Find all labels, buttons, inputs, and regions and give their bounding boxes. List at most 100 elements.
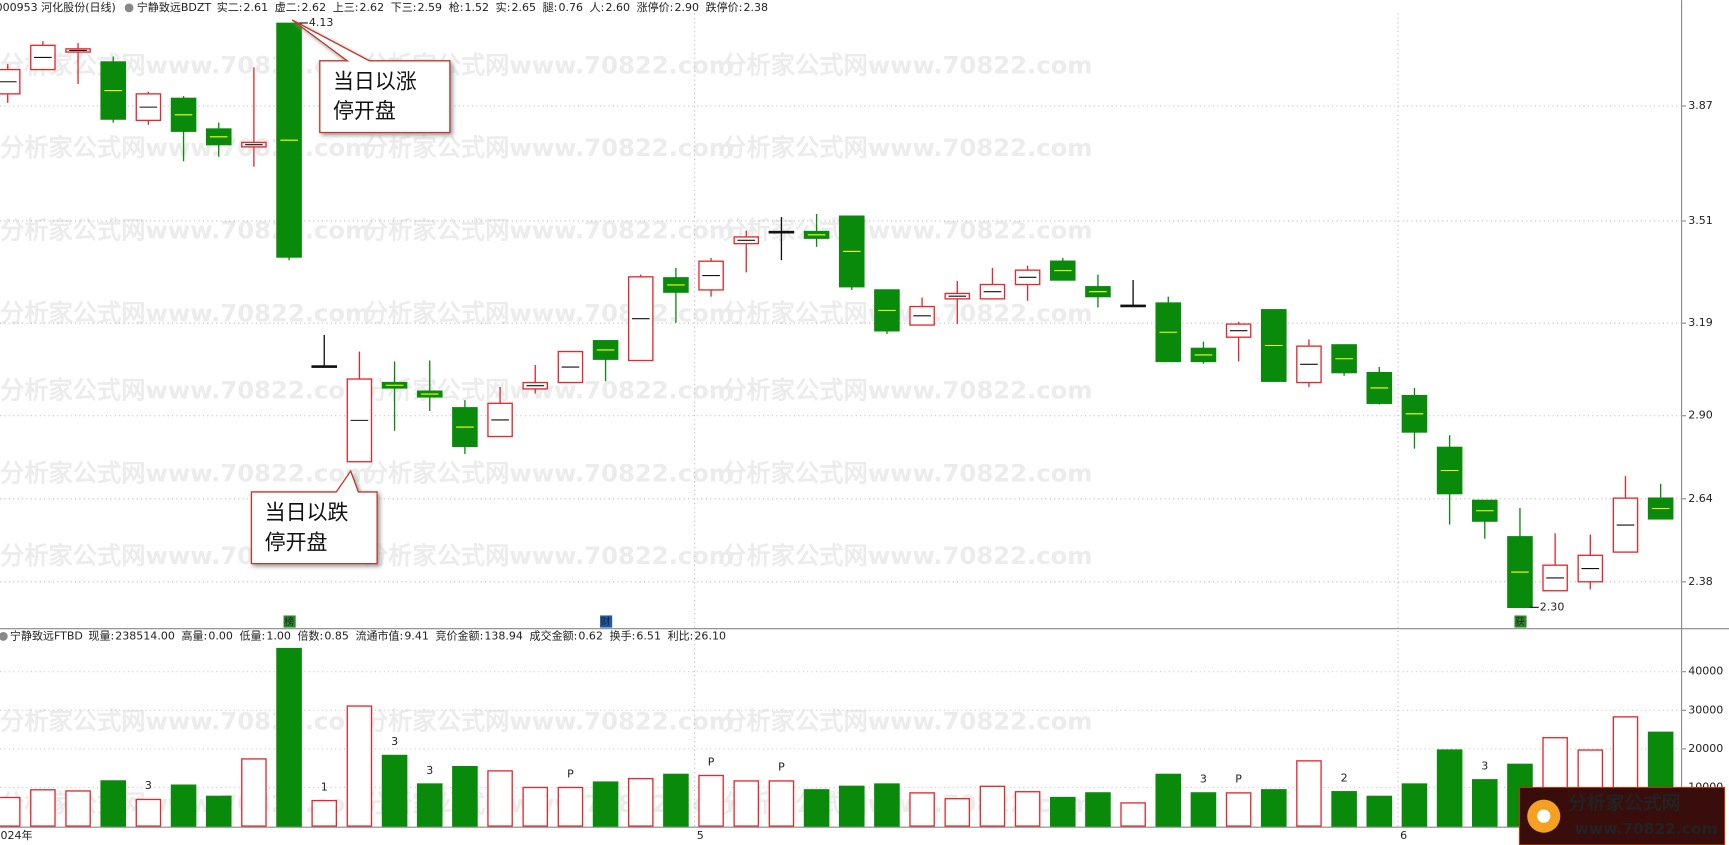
field-value: 138.94 xyxy=(484,629,523,642)
volume-bar xyxy=(803,789,830,827)
y-tick-label: 3.51 xyxy=(1688,214,1713,227)
volume-bar xyxy=(205,795,232,827)
volume-bar xyxy=(909,792,935,827)
y-tick-label: 30000 xyxy=(1688,703,1723,716)
logo-url: www.70822.com xyxy=(1575,820,1718,838)
price-label: 2.30 xyxy=(1540,600,1565,613)
y-tick-label: 2.64 xyxy=(1688,492,1713,505)
field-label: 人: xyxy=(590,1,605,14)
watermark: 分析家公式网www.70822.com xyxy=(0,458,370,487)
field-label: 跌停价: xyxy=(706,0,743,14)
volume-bar xyxy=(944,798,971,827)
field-value: 2.90 xyxy=(675,1,700,14)
volume-bar xyxy=(276,647,302,827)
indicator-name: 宁静致远BDZT xyxy=(137,0,212,14)
field-label: 低量: xyxy=(239,629,265,642)
volume-bar xyxy=(979,785,1006,827)
x-tick-label: 2024年 xyxy=(0,828,33,842)
event-label: 获 xyxy=(1515,616,1525,628)
volume-bar xyxy=(627,777,654,827)
volume-mark: 3 xyxy=(145,779,152,792)
callout xyxy=(291,19,451,134)
candle-body xyxy=(311,365,338,368)
field-value: 9.41 xyxy=(404,629,429,642)
watermark: 分析家公式网www.70822.com xyxy=(364,298,734,327)
watermark: 分析家公式网www.70822.com xyxy=(722,706,1092,735)
field-value: 0.85 xyxy=(324,629,349,642)
volume-mark: P xyxy=(778,761,785,774)
field-label: 涨停价: xyxy=(637,0,674,14)
annotation: 当日以涨 xyxy=(333,69,417,93)
field-label: 现量: xyxy=(88,629,114,642)
watermark: 分析家公式网www.70822.com xyxy=(722,216,1092,245)
field-label: 枪: xyxy=(449,0,464,14)
volume-mark: P xyxy=(1235,773,1242,786)
field-value: 2.61 xyxy=(244,1,269,14)
volume-bar xyxy=(592,781,619,827)
volume-mark: 3 xyxy=(1481,760,1488,773)
field-value: 2.62 xyxy=(302,1,327,14)
field-label: 成交金额: xyxy=(530,628,578,642)
watermark: 分析家公式网www.70822.com xyxy=(364,216,734,245)
field-value: 2.59 xyxy=(418,1,443,14)
watermark: 分析家公式网www.70822.com xyxy=(364,133,734,162)
volume-bar xyxy=(381,754,408,827)
volume-bar xyxy=(30,789,56,827)
y-tick-label: 3.19 xyxy=(1688,316,1713,329)
volume-bar xyxy=(1049,796,1076,827)
volume-bar xyxy=(487,770,513,827)
watermark: 分析家公式网www.70822.com xyxy=(0,50,370,79)
volume-bar xyxy=(1260,789,1287,827)
watermark: 分析家公式网www.70822.com xyxy=(0,133,370,162)
volume-bar xyxy=(768,780,795,827)
volume-bar xyxy=(874,783,900,827)
field-label: 实二: xyxy=(217,0,243,14)
volume-bar xyxy=(838,785,865,827)
volume-mark: 1 xyxy=(321,780,328,793)
watermark: 分析家公式网www.70822.com xyxy=(722,376,1092,405)
field-label: 实: xyxy=(496,0,511,14)
annotation: 当日以跌 xyxy=(265,501,349,525)
watermark: 分析家公式网www.70822.com xyxy=(722,458,1092,487)
watermark: 分析家公式网www.70822.com xyxy=(364,706,734,735)
y-tick-label: 3.87 xyxy=(1688,99,1713,112)
volume-mark: 3 xyxy=(391,735,398,748)
volume-bar xyxy=(1401,783,1428,827)
field-value: 238514.00 xyxy=(115,629,175,642)
watermark: 分析家公式网www.70822.com xyxy=(722,50,1092,79)
volume-bar xyxy=(1085,792,1111,827)
x-tick-label: 6 xyxy=(1400,829,1407,842)
candle-body xyxy=(768,230,795,234)
volume-bar xyxy=(311,799,338,827)
volume-bar xyxy=(135,798,162,827)
field-value: 2.62 xyxy=(360,1,385,14)
volume-bar xyxy=(663,773,689,827)
y-tick-label: 20000 xyxy=(1688,742,1723,755)
volume-bar xyxy=(733,780,760,827)
volume-bar xyxy=(1472,779,1498,827)
x-tick-label: 5 xyxy=(697,829,704,842)
watermark: 分析家公式网www.70822.com xyxy=(364,458,734,487)
watermark: 分析家公式网www.70822.com xyxy=(0,706,370,735)
annotation: 停开盘 xyxy=(333,99,396,123)
watermark: 分析家公式网www.70822.com xyxy=(0,298,370,327)
field-label: 流通市值: xyxy=(355,628,403,642)
volume-bar xyxy=(1155,773,1182,827)
price-label: 4.13 xyxy=(309,16,334,29)
volume-mark: P xyxy=(567,767,574,780)
field-value: 0.00 xyxy=(208,629,233,642)
candle-body xyxy=(1120,304,1146,308)
panel-title: 宁静致远FTBD xyxy=(10,628,83,642)
watermarks: 分析家公式网www.70822.com分析家公式网www.70822.com分析… xyxy=(0,50,1093,818)
watermark: 分析家公式网www.70822.com xyxy=(722,541,1092,570)
indicator-icon xyxy=(124,3,134,13)
field-value: 1.52 xyxy=(465,1,490,14)
field-label: 利比: xyxy=(668,629,694,642)
logo-name: 分析家公式网 xyxy=(1568,793,1680,815)
watermark: 分析家公式网www.70822.com xyxy=(0,216,370,245)
field-label: 腿: xyxy=(543,1,558,14)
volume-mark: P xyxy=(708,755,715,768)
callout xyxy=(250,469,378,565)
chart-title: 000953 河化股份(日线) xyxy=(0,0,116,14)
